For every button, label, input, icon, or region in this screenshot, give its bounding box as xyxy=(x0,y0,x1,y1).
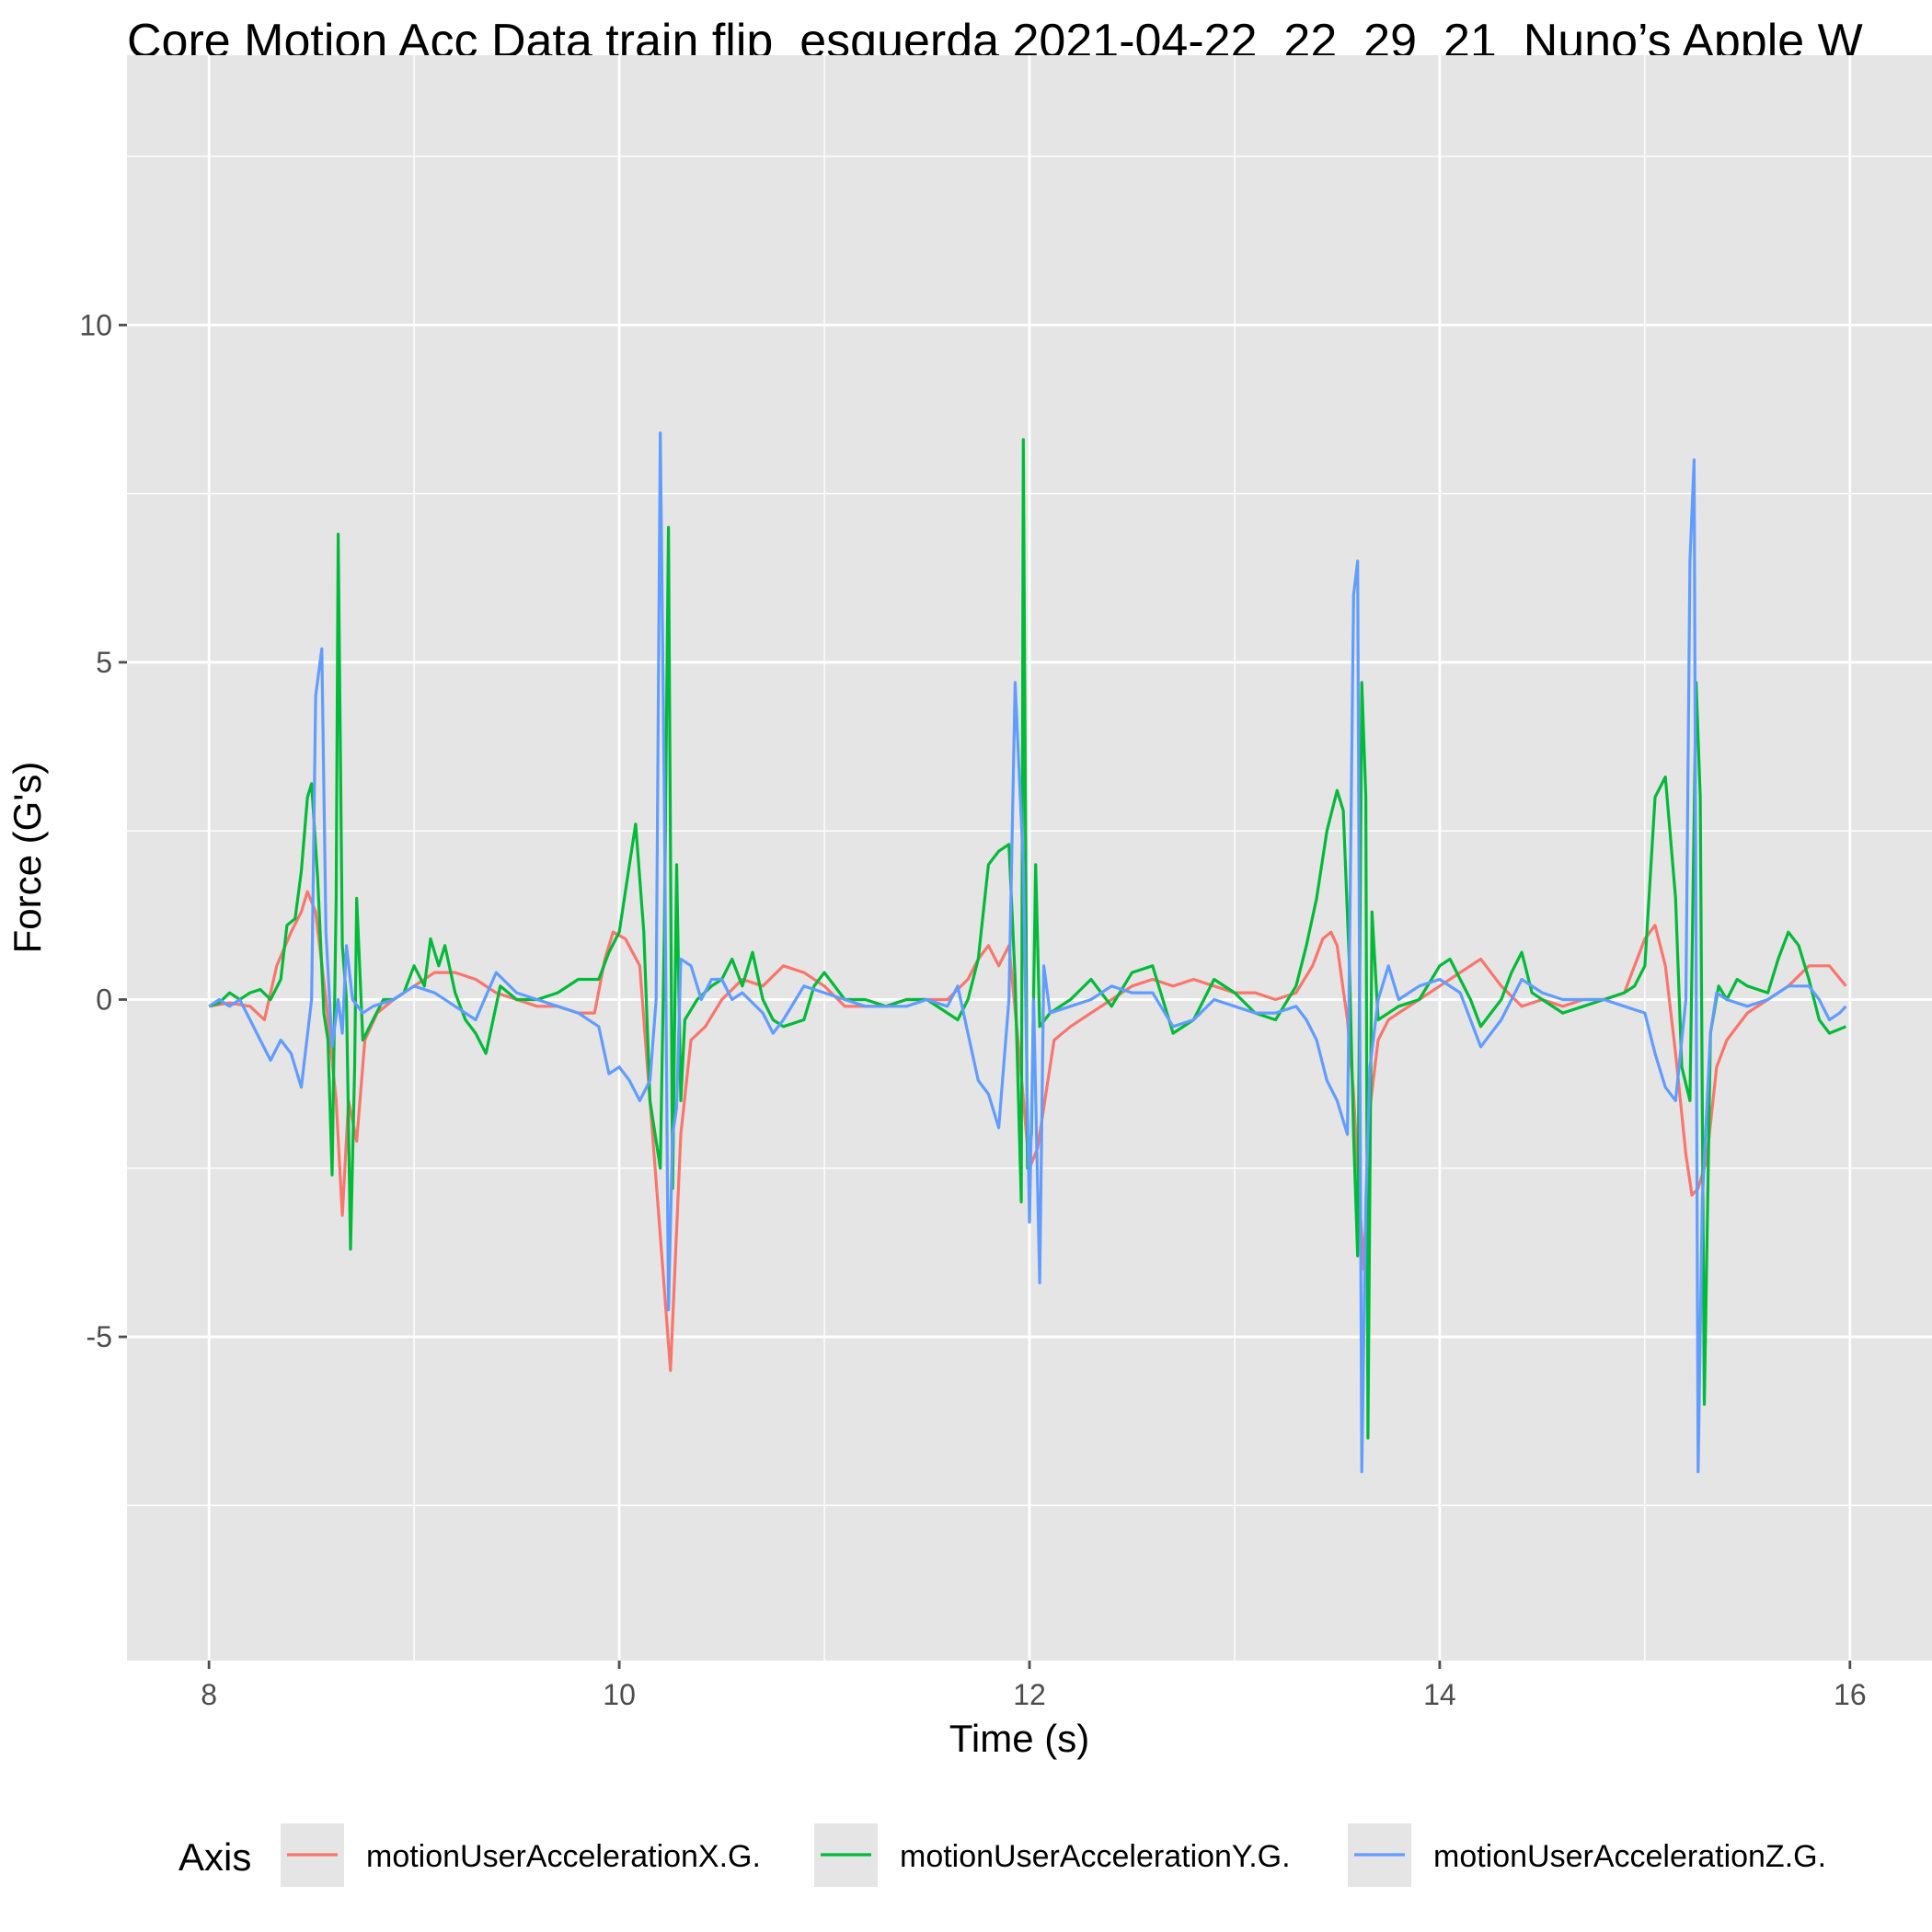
x-axis: 8 10 12 14 16 xyxy=(201,1661,1867,1711)
x-tick-label: 10 xyxy=(603,1678,636,1711)
series-lines xyxy=(208,431,1847,1474)
x-tick-label: 16 xyxy=(1834,1678,1867,1711)
legend-label: motionUserAccelerationZ.G. xyxy=(1433,1839,1826,1874)
y-tick-label: -5 xyxy=(86,1320,112,1353)
y-tick-label: 5 xyxy=(96,646,112,679)
major-gridlines xyxy=(127,55,1932,1661)
y-tick-label: 0 xyxy=(96,983,112,1016)
x-tick-label: 8 xyxy=(201,1678,217,1711)
legend-label: motionUserAccelerationX.G. xyxy=(366,1839,761,1874)
series-line xyxy=(208,438,1847,1440)
legend-label: motionUserAccelerationY.G. xyxy=(900,1839,1291,1874)
series-line xyxy=(208,431,1847,1474)
legend: Axis motionUserAccelerationX.G. motionUse… xyxy=(178,1823,1826,1887)
legend-title: Axis xyxy=(178,1835,251,1879)
x-tick-label: 12 xyxy=(1013,1678,1046,1711)
y-tick-label: 10 xyxy=(79,308,112,341)
y-axis-title: Force (G's) xyxy=(6,762,49,954)
x-axis-title: Time (s) xyxy=(949,1717,1089,1760)
y-axis: -5 0 5 10 xyxy=(79,308,127,1353)
x-tick-label: 14 xyxy=(1423,1678,1456,1711)
